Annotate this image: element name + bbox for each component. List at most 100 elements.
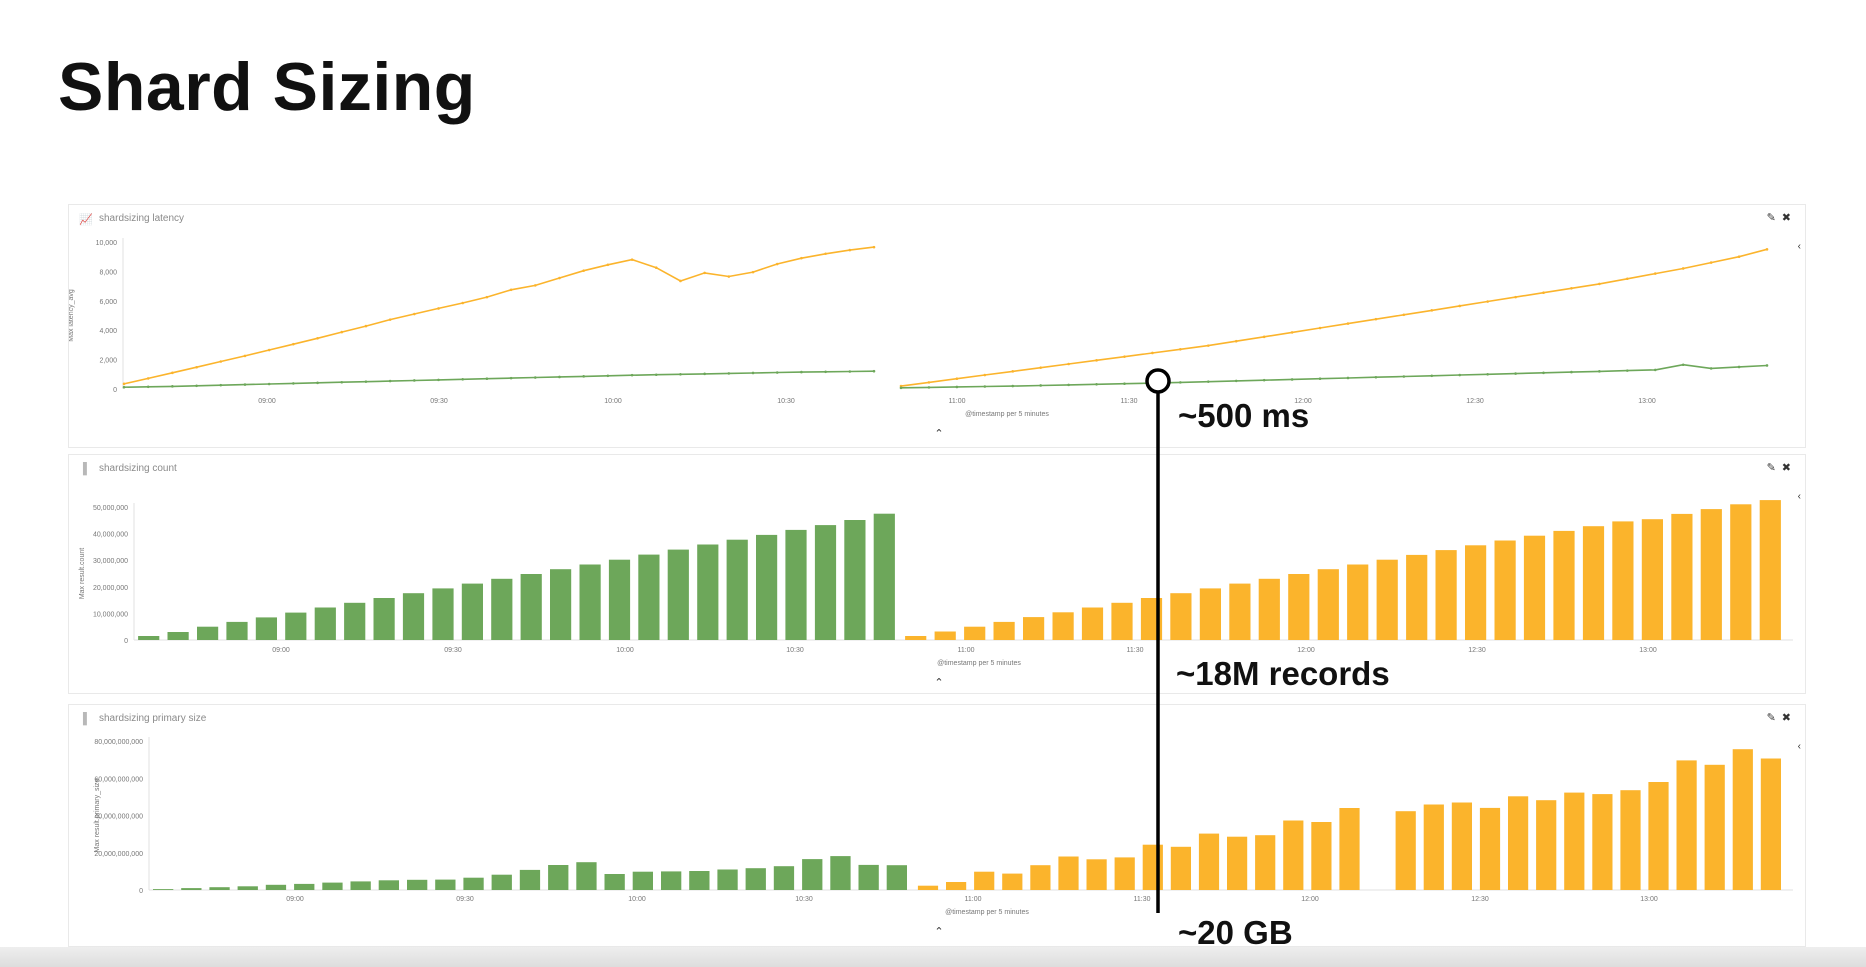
close-icon[interactable]: ✖ (1781, 212, 1791, 224)
bar (1395, 811, 1416, 890)
x-tick-label: 10:00 (616, 647, 634, 654)
data-point (1095, 359, 1098, 362)
bar (1760, 758, 1781, 890)
bar (1700, 509, 1722, 640)
bar (1058, 856, 1079, 890)
bar (237, 886, 258, 890)
bar (1288, 574, 1310, 640)
data-point (1458, 373, 1462, 377)
y-tick-label: 8,000 (99, 269, 117, 276)
bar (1002, 873, 1023, 890)
data-point (1318, 326, 1322, 330)
x-tick-label: 12:30 (1471, 896, 1489, 903)
edit-icon[interactable]: ✎ (1766, 712, 1776, 724)
latency-chart: 0 2,000 4,000 6,000 8,000 10,000 Max latency_a… (69, 238, 1801, 440)
bar (1086, 859, 1107, 890)
data-point (899, 386, 903, 390)
data-point (654, 266, 658, 270)
bar (461, 583, 483, 640)
data-point (292, 342, 295, 346)
data-point (1765, 248, 1769, 251)
data-point (485, 295, 489, 299)
bar (1494, 540, 1516, 640)
y-axis-label: Max result.primary_size (94, 778, 101, 852)
data-point (727, 275, 731, 278)
bar (917, 885, 939, 890)
bar (402, 593, 425, 640)
bar (285, 612, 307, 640)
edit-icon[interactable]: ✎ (1766, 462, 1776, 474)
data-point (1514, 295, 1517, 299)
data-point (1123, 382, 1126, 386)
bar (726, 539, 748, 640)
bar (1023, 617, 1045, 640)
data-point (1179, 381, 1182, 384)
bar (197, 626, 219, 640)
data-point (848, 370, 852, 373)
data-point (243, 354, 247, 358)
bar (167, 632, 189, 640)
bar (1592, 794, 1613, 890)
bar (661, 871, 682, 890)
data-point (558, 276, 561, 280)
series-line-green (123, 370, 875, 388)
data-point (413, 379, 416, 382)
bar (373, 598, 395, 640)
data-point (1039, 366, 1042, 369)
data-point (1430, 309, 1434, 312)
x-tick-label: 12:30 (1468, 647, 1486, 654)
footer-bar (0, 947, 1866, 967)
data-point (461, 301, 465, 305)
data-point (1374, 317, 1378, 321)
bar (265, 884, 287, 890)
data-point (1151, 381, 1154, 385)
data-point (1681, 363, 1685, 367)
bar (802, 859, 823, 890)
data-point (1346, 376, 1350, 380)
bar (604, 874, 625, 890)
bar (785, 529, 807, 640)
x-tick-label: 12:00 (1294, 398, 1312, 405)
bar (905, 636, 927, 640)
bar (1255, 835, 1276, 890)
bar (153, 889, 174, 890)
bar (1229, 583, 1251, 640)
data-point (1346, 322, 1350, 325)
data-point (983, 373, 987, 377)
bar (1641, 519, 1663, 640)
bar-chart-icon: ▐ (79, 713, 87, 725)
panel-title: shardsizing latency (99, 213, 185, 224)
data-point (1039, 384, 1042, 387)
data-point (955, 377, 959, 381)
panel-title: shardsizing count (99, 463, 177, 474)
data-point (219, 383, 223, 387)
bar (1376, 559, 1398, 640)
bar (1553, 530, 1575, 640)
data-point (171, 385, 174, 388)
data-point (122, 385, 126, 389)
data-point (1598, 370, 1601, 373)
bar (1170, 593, 1192, 640)
data-point (872, 369, 876, 373)
legend-toggle-icon: ‹ (1798, 241, 1801, 252)
data-point (606, 374, 610, 378)
close-icon[interactable]: ✖ (1781, 462, 1791, 474)
data-point (316, 381, 319, 385)
bar (1479, 807, 1501, 890)
data-point (1206, 344, 1210, 347)
data-point (1095, 382, 1098, 386)
bar (1198, 833, 1220, 890)
bar (1317, 569, 1339, 640)
x-tick-label: 09:00 (272, 647, 290, 654)
data-point (316, 336, 319, 340)
bar (830, 856, 851, 890)
data-point (1653, 272, 1657, 275)
edit-icon[interactable]: ✎ (1766, 212, 1776, 224)
close-icon[interactable]: ✖ (1781, 712, 1791, 724)
data-point (679, 279, 682, 283)
data-point (509, 288, 513, 292)
bar (689, 871, 710, 890)
bar (1465, 545, 1487, 640)
data-point (1234, 339, 1238, 343)
y-tick-label: 0 (113, 387, 117, 394)
